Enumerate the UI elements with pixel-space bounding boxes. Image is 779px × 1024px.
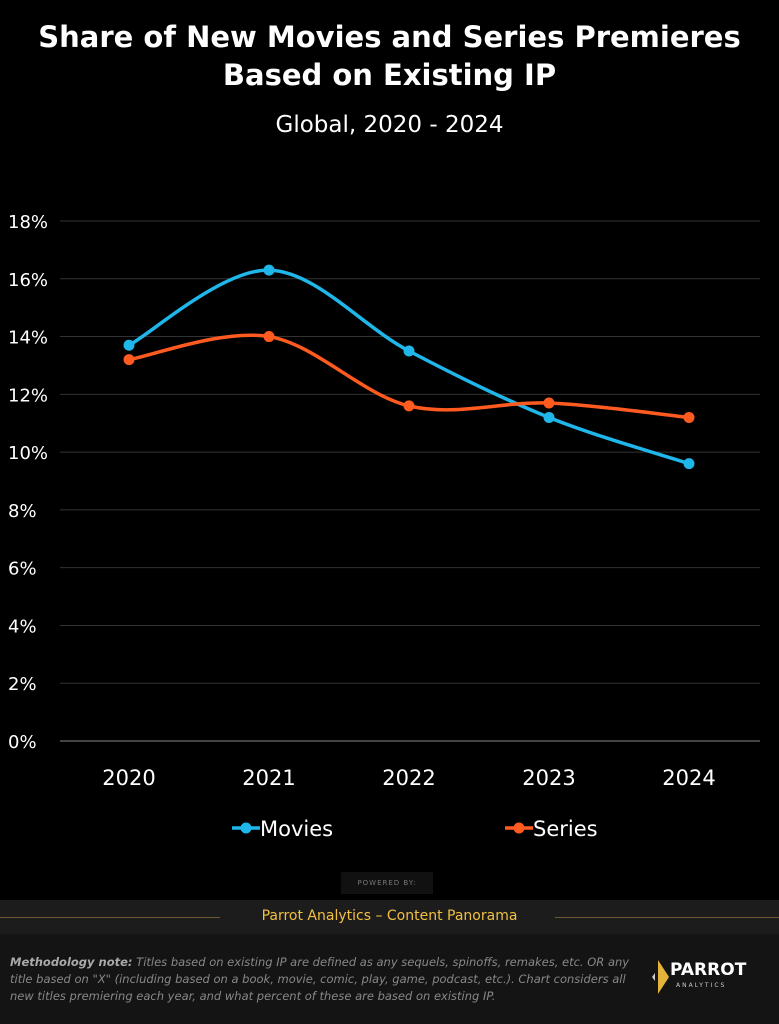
x-tick-label: 2023 <box>522 766 575 790</box>
legend-label-series: Series <box>533 817 598 841</box>
methodology-note: Methodology note: Titles based on existi… <box>0 934 779 1024</box>
chart-title: Share of New Movies and Series Premieres… <box>38 20 741 92</box>
y-tick-label: 2% <box>8 674 37 695</box>
parrot-logo: PARROT ANALYTICS <box>650 960 746 998</box>
x-tick-label: 2020 <box>102 766 155 790</box>
data-point-movies <box>683 458 695 470</box>
data-point-series <box>683 411 695 423</box>
y-tick-label: 16% <box>8 270 48 291</box>
note-label: Methodology note: <box>10 955 133 969</box>
data-point-movies <box>543 411 555 423</box>
series-line-movies <box>128 268 690 466</box>
data-point-movies <box>123 339 135 351</box>
divider <box>555 917 779 918</box>
y-tick-label: 6% <box>8 559 37 580</box>
y-tick-label: 4% <box>8 616 37 637</box>
logo-name: PARROT <box>670 960 747 980</box>
legend-label-movies: Movies <box>260 817 333 841</box>
y-tick-label: 10% <box>8 443 48 464</box>
y-tick-label: 8% <box>8 501 37 522</box>
chart-subtitle: Global, 2020 - 2024 <box>275 112 504 138</box>
y-tick-label: 18% <box>8 212 48 233</box>
legend-marker-movies <box>240 822 252 834</box>
x-tick-label: 2021 <box>242 766 295 790</box>
logo-sub: ANALYTICS <box>676 982 727 989</box>
y-tick-label: 14% <box>8 328 48 349</box>
data-point-movies <box>403 345 415 357</box>
brand-band: Parrot Analytics – Content Panorama <box>0 900 779 934</box>
data-point-series <box>403 400 415 412</box>
data-point-series <box>263 331 275 343</box>
data-point-series <box>543 397 555 409</box>
legend-marker-series <box>513 822 525 834</box>
line-chart: 0% 2% 4% 6% 8% 10% 12% 14% 16% 18% 2020 2021 2022 202… <box>8 212 760 841</box>
data-point-series <box>123 354 135 366</box>
powered-by-label: POWERED BY: <box>341 872 433 894</box>
parrot-logo-icon <box>652 960 669 994</box>
x-tick-label: 2022 <box>382 766 435 790</box>
x-tick-label: 2024 <box>662 766 715 790</box>
divider <box>0 917 220 918</box>
brand-line: Parrot Analytics – Content Panorama <box>261 908 518 924</box>
note-text: Titles based on existing IP are defined … <box>10 955 630 1003</box>
data-point-movies <box>263 264 275 276</box>
y-tick-label: 12% <box>8 385 48 406</box>
y-tick-label: 0% <box>8 732 37 753</box>
